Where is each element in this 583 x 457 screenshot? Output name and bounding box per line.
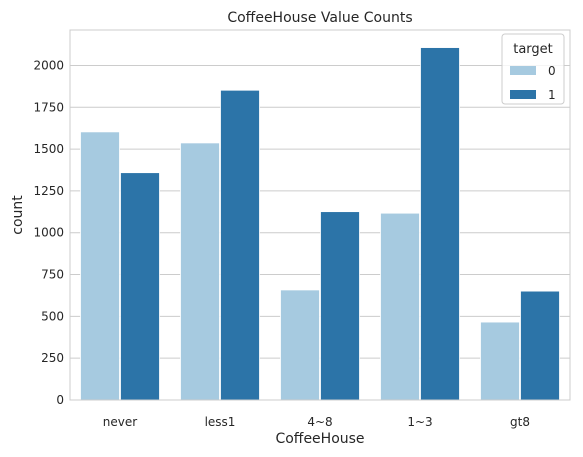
- legend-swatch-1: [510, 90, 536, 99]
- y-tick-label: 1250: [33, 184, 64, 198]
- chart-title: CoffeeHouse Value Counts: [227, 10, 412, 26]
- legend-swatch-0: [510, 66, 536, 75]
- bar-never-series-1: [120, 172, 160, 401]
- bar-gt8-series-1: [520, 290, 560, 401]
- legend-title: target: [513, 42, 553, 57]
- legend-label-0: 0: [548, 64, 556, 78]
- legend-items: 01: [510, 64, 556, 102]
- y-tick-label: 500: [41, 309, 64, 323]
- bar-4~8-series-1: [320, 211, 360, 401]
- legend-label-1: 1: [548, 88, 556, 102]
- y-tick-label: 1000: [33, 226, 64, 240]
- x-tick-label: 4~8: [307, 415, 332, 429]
- x-tick-label: gt8: [510, 415, 530, 429]
- x-tick-labels: never less1 4~8 1~3 gt8: [103, 415, 530, 429]
- y-tick-labels: 0 250 500 750 1000 1250 1500 1750 2000: [33, 58, 64, 407]
- bar-1~3-series-1: [420, 47, 460, 401]
- y-tick-label: 1500: [33, 142, 64, 156]
- bar-gt8-series-0: [480, 321, 520, 401]
- bar-4~8-series-0: [280, 289, 320, 401]
- y-tick-label: 2000: [33, 58, 64, 72]
- bar-1~3-series-0: [380, 212, 420, 401]
- bar-never-series-0: [80, 131, 120, 401]
- y-tick-label: 0: [56, 393, 64, 407]
- bar-less1-series-0: [180, 142, 220, 401]
- y-tick-label: 250: [41, 351, 64, 365]
- x-axis-label: CoffeeHouse: [275, 431, 364, 447]
- y-tick-label: 750: [41, 268, 64, 282]
- legend: target 01: [501, 33, 565, 105]
- x-tick-label: never: [103, 415, 137, 429]
- y-axis-label: count: [10, 195, 26, 235]
- x-tick-label: less1: [205, 415, 236, 429]
- x-tick-label: 1~3: [407, 415, 432, 429]
- bars: [80, 47, 560, 401]
- y-tick-label: 1750: [33, 100, 64, 114]
- bar-less1-series-1: [220, 89, 260, 401]
- plot-frame: [69, 29, 571, 401]
